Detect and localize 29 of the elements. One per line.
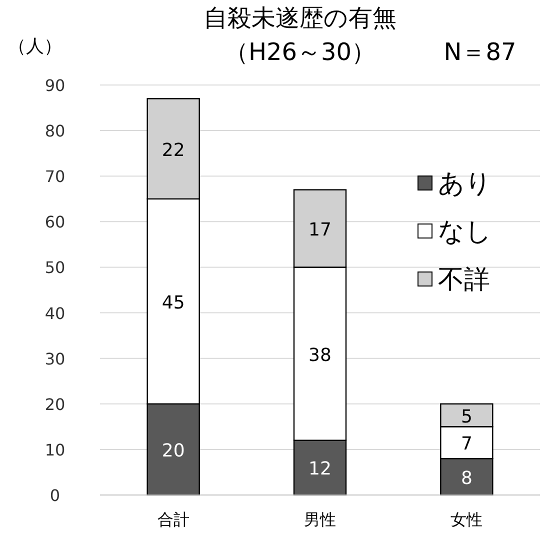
data-label: 5	[460, 406, 472, 428]
legend-label: あり	[438, 169, 492, 199]
y-tick-label: 60	[44, 212, 66, 232]
y-tick-label: 40	[44, 304, 66, 323]
data-label: 45	[162, 292, 185, 314]
y-tick-label: 90	[44, 76, 66, 95]
data-label: 8	[460, 468, 472, 489]
data-label: 17	[308, 220, 332, 240]
data-label: 22	[162, 140, 185, 161]
data-label: 20	[162, 440, 185, 462]
chart-subtitle: （H26～30）	[224, 38, 376, 66]
legend-label: なし	[438, 217, 492, 247]
x-tick-label: 男性	[304, 510, 336, 529]
y-tick-label: 70	[44, 167, 66, 186]
chart-title: 自殺未遂歴の有無	[204, 4, 396, 32]
data-label: 7	[460, 434, 472, 455]
data-label: 38	[308, 344, 332, 366]
x-tick-label: 合計	[157, 510, 190, 529]
y-tick-label: 0	[50, 486, 60, 505]
y-tick-label: 50	[44, 258, 66, 278]
legend-label: 不詳	[438, 265, 490, 295]
data-label: 12	[308, 458, 332, 480]
x-tick-label: 女性	[450, 510, 483, 529]
y-tick-label: 80	[44, 122, 66, 141]
y-tick-label: 20	[44, 394, 66, 414]
y-tick-label: 10	[44, 440, 66, 460]
y-tick-label: 30	[44, 349, 66, 368]
y-axis-title: （人）	[8, 36, 62, 57]
text: N＝87	[444, 38, 516, 66]
